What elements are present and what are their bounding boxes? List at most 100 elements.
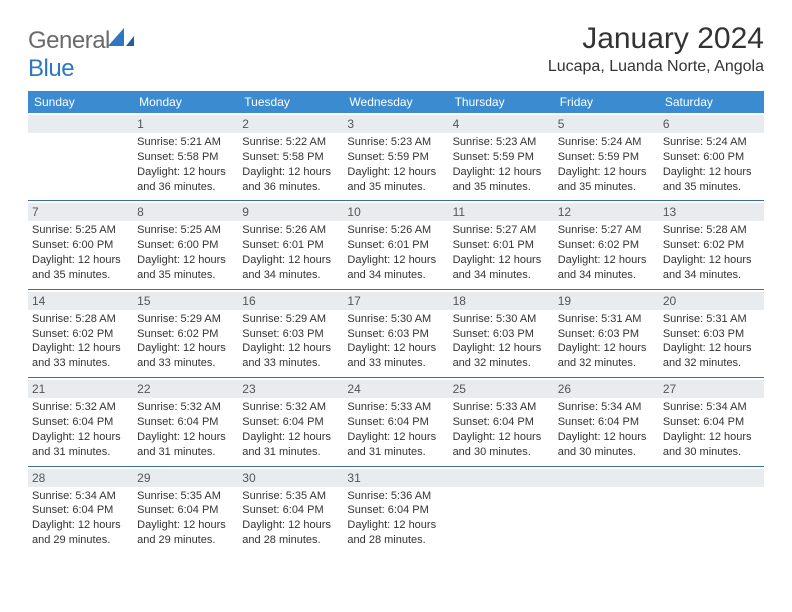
daylight-line-1: Daylight: 12 hours [453,165,550,180]
daylight-line-1: Daylight: 12 hours [663,165,760,180]
brand-logo: GeneralBlue [28,22,136,83]
day-number: 18 [449,292,554,310]
week-row: 1Sunrise: 5:21 AMSunset: 5:58 PMDaylight… [28,113,764,201]
daylight-line-1: Daylight: 12 hours [242,518,339,533]
sunrise-line: Sunrise: 5:34 AM [32,489,129,504]
day-cell: 11Sunrise: 5:27 AMSunset: 6:01 PMDayligh… [449,201,554,288]
daylight-line-1: Daylight: 12 hours [347,341,444,356]
logo-word-blue: Blue [28,55,74,82]
sunrise-line: Sunrise: 5:28 AM [32,312,129,327]
day-number: 31 [343,469,448,487]
sunrise-line: Sunrise: 5:33 AM [453,400,550,415]
sunrise-line: Sunrise: 5:24 AM [558,135,655,150]
sunrise-line: Sunrise: 5:26 AM [242,223,339,238]
day-cell: 25Sunrise: 5:33 AMSunset: 6:04 PMDayligh… [449,378,554,465]
weekday-header: Sunday [28,91,133,113]
day-cell: 21Sunrise: 5:32 AMSunset: 6:04 PMDayligh… [28,378,133,465]
sunrise-line: Sunrise: 5:32 AM [137,400,234,415]
day-number: 25 [449,380,554,398]
day-number: 17 [343,292,448,310]
daylight-line-2: and 31 minutes. [242,445,339,460]
location-label: Lucapa, Luanda Norte, Angola [548,58,764,76]
daylight-line-2: and 32 minutes. [453,356,550,371]
week-row: 21Sunrise: 5:32 AMSunset: 6:04 PMDayligh… [28,378,764,466]
day-cell: 30Sunrise: 5:35 AMSunset: 6:04 PMDayligh… [238,467,343,554]
sunrise-line: Sunrise: 5:32 AM [242,400,339,415]
daylight-line-2: and 34 minutes. [558,268,655,283]
daylight-line-1: Daylight: 12 hours [663,341,760,356]
sunset-line: Sunset: 5:58 PM [242,150,339,165]
daylight-line-1: Daylight: 12 hours [32,518,129,533]
daylight-line-1: Daylight: 12 hours [32,341,129,356]
sunset-line: Sunset: 6:03 PM [663,327,760,342]
daylight-line-1: Daylight: 12 hours [347,165,444,180]
day-cell: 7Sunrise: 5:25 AMSunset: 6:00 PMDaylight… [28,201,133,288]
empty-day-bar [449,469,554,487]
daylight-line-1: Daylight: 12 hours [137,253,234,268]
sunset-line: Sunset: 6:04 PM [137,503,234,518]
day-cell: 20Sunrise: 5:31 AMSunset: 6:03 PMDayligh… [659,290,764,377]
day-cell: 26Sunrise: 5:34 AMSunset: 6:04 PMDayligh… [554,378,659,465]
weekday-header: Saturday [659,91,764,113]
header: GeneralBlue January 2024 Lucapa, Luanda … [28,22,764,83]
sunset-line: Sunset: 6:03 PM [347,327,444,342]
daylight-line-1: Daylight: 12 hours [558,430,655,445]
daylight-line-2: and 33 minutes. [137,356,234,371]
day-cell: 5Sunrise: 5:24 AMSunset: 5:59 PMDaylight… [554,113,659,200]
day-cell: 29Sunrise: 5:35 AMSunset: 6:04 PMDayligh… [133,467,238,554]
weekday-header-row: SundayMondayTuesdayWednesdayThursdayFrid… [28,91,764,113]
day-number: 7 [28,203,133,221]
sunset-line: Sunset: 6:01 PM [242,238,339,253]
daylight-line-2: and 33 minutes. [32,356,129,371]
daylight-line-2: and 34 minutes. [663,268,760,283]
sunrise-line: Sunrise: 5:22 AM [242,135,339,150]
empty-cell [659,467,764,554]
daylight-line-1: Daylight: 12 hours [558,253,655,268]
sunrise-line: Sunrise: 5:35 AM [242,489,339,504]
day-number: 12 [554,203,659,221]
daylight-line-2: and 28 minutes. [347,533,444,548]
day-number: 11 [449,203,554,221]
empty-day-bar [659,469,764,487]
daylight-line-2: and 29 minutes. [137,533,234,548]
sunset-line: Sunset: 6:03 PM [242,327,339,342]
daylight-line-2: and 28 minutes. [242,533,339,548]
daylight-line-2: and 30 minutes. [453,445,550,460]
sunrise-line: Sunrise: 5:23 AM [347,135,444,150]
day-number: 3 [343,115,448,133]
sunset-line: Sunset: 6:00 PM [663,150,760,165]
daylight-line-2: and 36 minutes. [137,180,234,195]
daylight-line-2: and 35 minutes. [347,180,444,195]
daylight-line-1: Daylight: 12 hours [242,165,339,180]
empty-cell [554,467,659,554]
day-number: 30 [238,469,343,487]
daylight-line-1: Daylight: 12 hours [347,518,444,533]
daylight-line-2: and 32 minutes. [558,356,655,371]
sunset-line: Sunset: 5:59 PM [453,150,550,165]
day-number: 1 [133,115,238,133]
daylight-line-1: Daylight: 12 hours [242,341,339,356]
day-number: 14 [28,292,133,310]
day-cell: 12Sunrise: 5:27 AMSunset: 6:02 PMDayligh… [554,201,659,288]
sunrise-line: Sunrise: 5:27 AM [453,223,550,238]
sunset-line: Sunset: 6:02 PM [137,327,234,342]
sunset-line: Sunset: 6:04 PM [347,415,444,430]
weekday-header: Wednesday [343,91,448,113]
sunset-line: Sunset: 5:58 PM [137,150,234,165]
sunset-line: Sunset: 6:04 PM [137,415,234,430]
logo-text: GeneralBlue [28,26,136,83]
day-number: 23 [238,380,343,398]
empty-day-bar [554,469,659,487]
weekday-header: Monday [133,91,238,113]
day-number: 8 [133,203,238,221]
daylight-line-2: and 31 minutes. [137,445,234,460]
day-number: 21 [28,380,133,398]
sunrise-line: Sunrise: 5:25 AM [32,223,129,238]
day-number: 16 [238,292,343,310]
day-number: 6 [659,115,764,133]
day-cell: 6Sunrise: 5:24 AMSunset: 6:00 PMDaylight… [659,113,764,200]
daylight-line-2: and 34 minutes. [453,268,550,283]
daylight-line-1: Daylight: 12 hours [558,165,655,180]
sunrise-line: Sunrise: 5:27 AM [558,223,655,238]
daylight-line-1: Daylight: 12 hours [347,253,444,268]
